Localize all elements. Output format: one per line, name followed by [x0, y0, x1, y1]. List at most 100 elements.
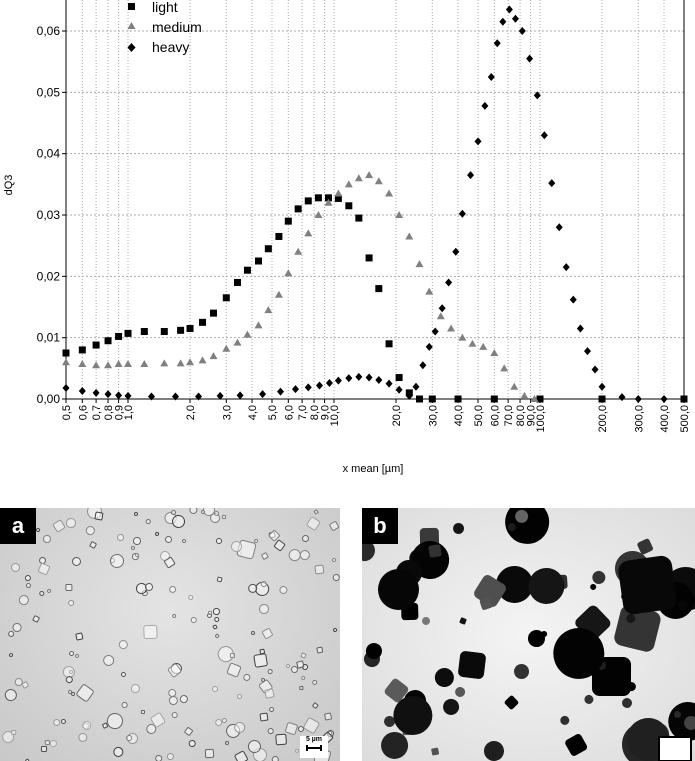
point-medium	[140, 360, 149, 368]
x-tick-label: 0,7	[91, 405, 103, 420]
point-medium	[160, 359, 169, 367]
particle	[260, 648, 266, 655]
point-light	[365, 254, 373, 262]
particle	[117, 638, 130, 651]
point-light	[345, 202, 353, 210]
x-tick-label: 8,0	[309, 405, 321, 420]
point-light	[186, 324, 194, 332]
particle	[261, 627, 274, 640]
point-medium	[314, 211, 323, 218]
particle	[154, 531, 160, 537]
point-heavy	[355, 372, 363, 381]
particle	[190, 616, 198, 624]
x-tick-label: 7,0	[297, 405, 309, 420]
particle	[171, 613, 177, 618]
particle	[284, 721, 298, 735]
particle	[43, 534, 52, 543]
point-heavy	[315, 381, 323, 390]
particle	[108, 553, 125, 570]
point-medium	[124, 360, 133, 368]
point-medium	[264, 306, 273, 314]
point-light	[294, 205, 302, 213]
point-light	[275, 232, 283, 240]
legend-label-heavy: heavy	[152, 39, 189, 55]
x-tick-label: 30,0	[427, 405, 439, 426]
particle	[133, 512, 139, 517]
particle	[331, 573, 340, 582]
point-medium	[334, 189, 343, 197]
point-heavy	[431, 327, 439, 336]
particle	[16, 592, 31, 607]
particle	[457, 650, 487, 680]
point-heavy	[325, 379, 333, 388]
point-heavy	[493, 39, 501, 48]
point-medium	[520, 391, 529, 399]
particle	[23, 573, 32, 583]
particle	[81, 720, 92, 731]
axes: 0,5 0,6 0,7 0,80,91,0 2,0 3,0 4,0 5,0 6,0 7,0 8,09…	[37, 0, 691, 433]
x-tick-label: 70,0	[503, 405, 515, 426]
point-medium	[458, 333, 467, 341]
point-medium	[62, 358, 70, 366]
particle	[278, 585, 288, 595]
particle	[284, 662, 291, 669]
particle	[46, 588, 52, 594]
particle	[294, 748, 300, 754]
x-tick-label: 200,0	[597, 405, 609, 433]
particle	[588, 583, 598, 592]
particle	[621, 696, 634, 709]
particle	[313, 508, 320, 515]
particle	[311, 702, 319, 709]
point-medium	[92, 361, 101, 369]
particle	[67, 599, 76, 608]
x-tick-label: 80,0	[515, 405, 527, 426]
point-medium	[374, 177, 383, 185]
particle	[241, 672, 252, 683]
y-tick-label: 0,05	[37, 85, 61, 99]
point-heavy	[419, 361, 427, 370]
point-heavy	[518, 27, 526, 35]
particle	[187, 594, 195, 602]
particle	[61, 718, 67, 724]
particle	[213, 615, 221, 623]
particle	[171, 711, 178, 719]
particle	[130, 545, 136, 551]
scale-bar-b	[658, 736, 692, 761]
point-medium	[415, 260, 424, 268]
particle	[213, 633, 221, 640]
point-heavy	[467, 171, 475, 180]
particle	[189, 739, 197, 748]
point-medium	[114, 360, 123, 368]
point-medium	[304, 229, 313, 237]
point-light	[124, 329, 132, 337]
x-tick-label: 50,0	[473, 405, 485, 426]
particle	[298, 685, 304, 691]
point-heavy	[540, 131, 548, 140]
particle	[300, 675, 307, 681]
point-light	[284, 217, 292, 225]
particle	[458, 616, 467, 625]
particle	[214, 718, 222, 727]
particle	[165, 751, 175, 761]
point-heavy	[583, 347, 591, 356]
point-medium	[405, 232, 414, 240]
particle	[181, 538, 187, 544]
particle	[120, 671, 128, 678]
point-heavy	[365, 373, 373, 382]
point-medium	[530, 395, 539, 402]
particle	[2, 686, 19, 704]
y-tick-label: 0,01	[37, 331, 61, 345]
x-tick-label: 10,0	[329, 405, 341, 426]
point-light	[233, 278, 241, 286]
point-heavy	[395, 385, 403, 394]
particle	[300, 652, 308, 660]
point-medium	[294, 247, 303, 255]
particle	[216, 576, 223, 584]
particle	[167, 584, 178, 595]
point-light	[177, 326, 185, 334]
particle	[271, 754, 281, 761]
particle	[153, 753, 164, 761]
particle	[225, 662, 242, 678]
point-medium	[254, 321, 263, 329]
x-tick-label: 90,0	[526, 405, 538, 426]
